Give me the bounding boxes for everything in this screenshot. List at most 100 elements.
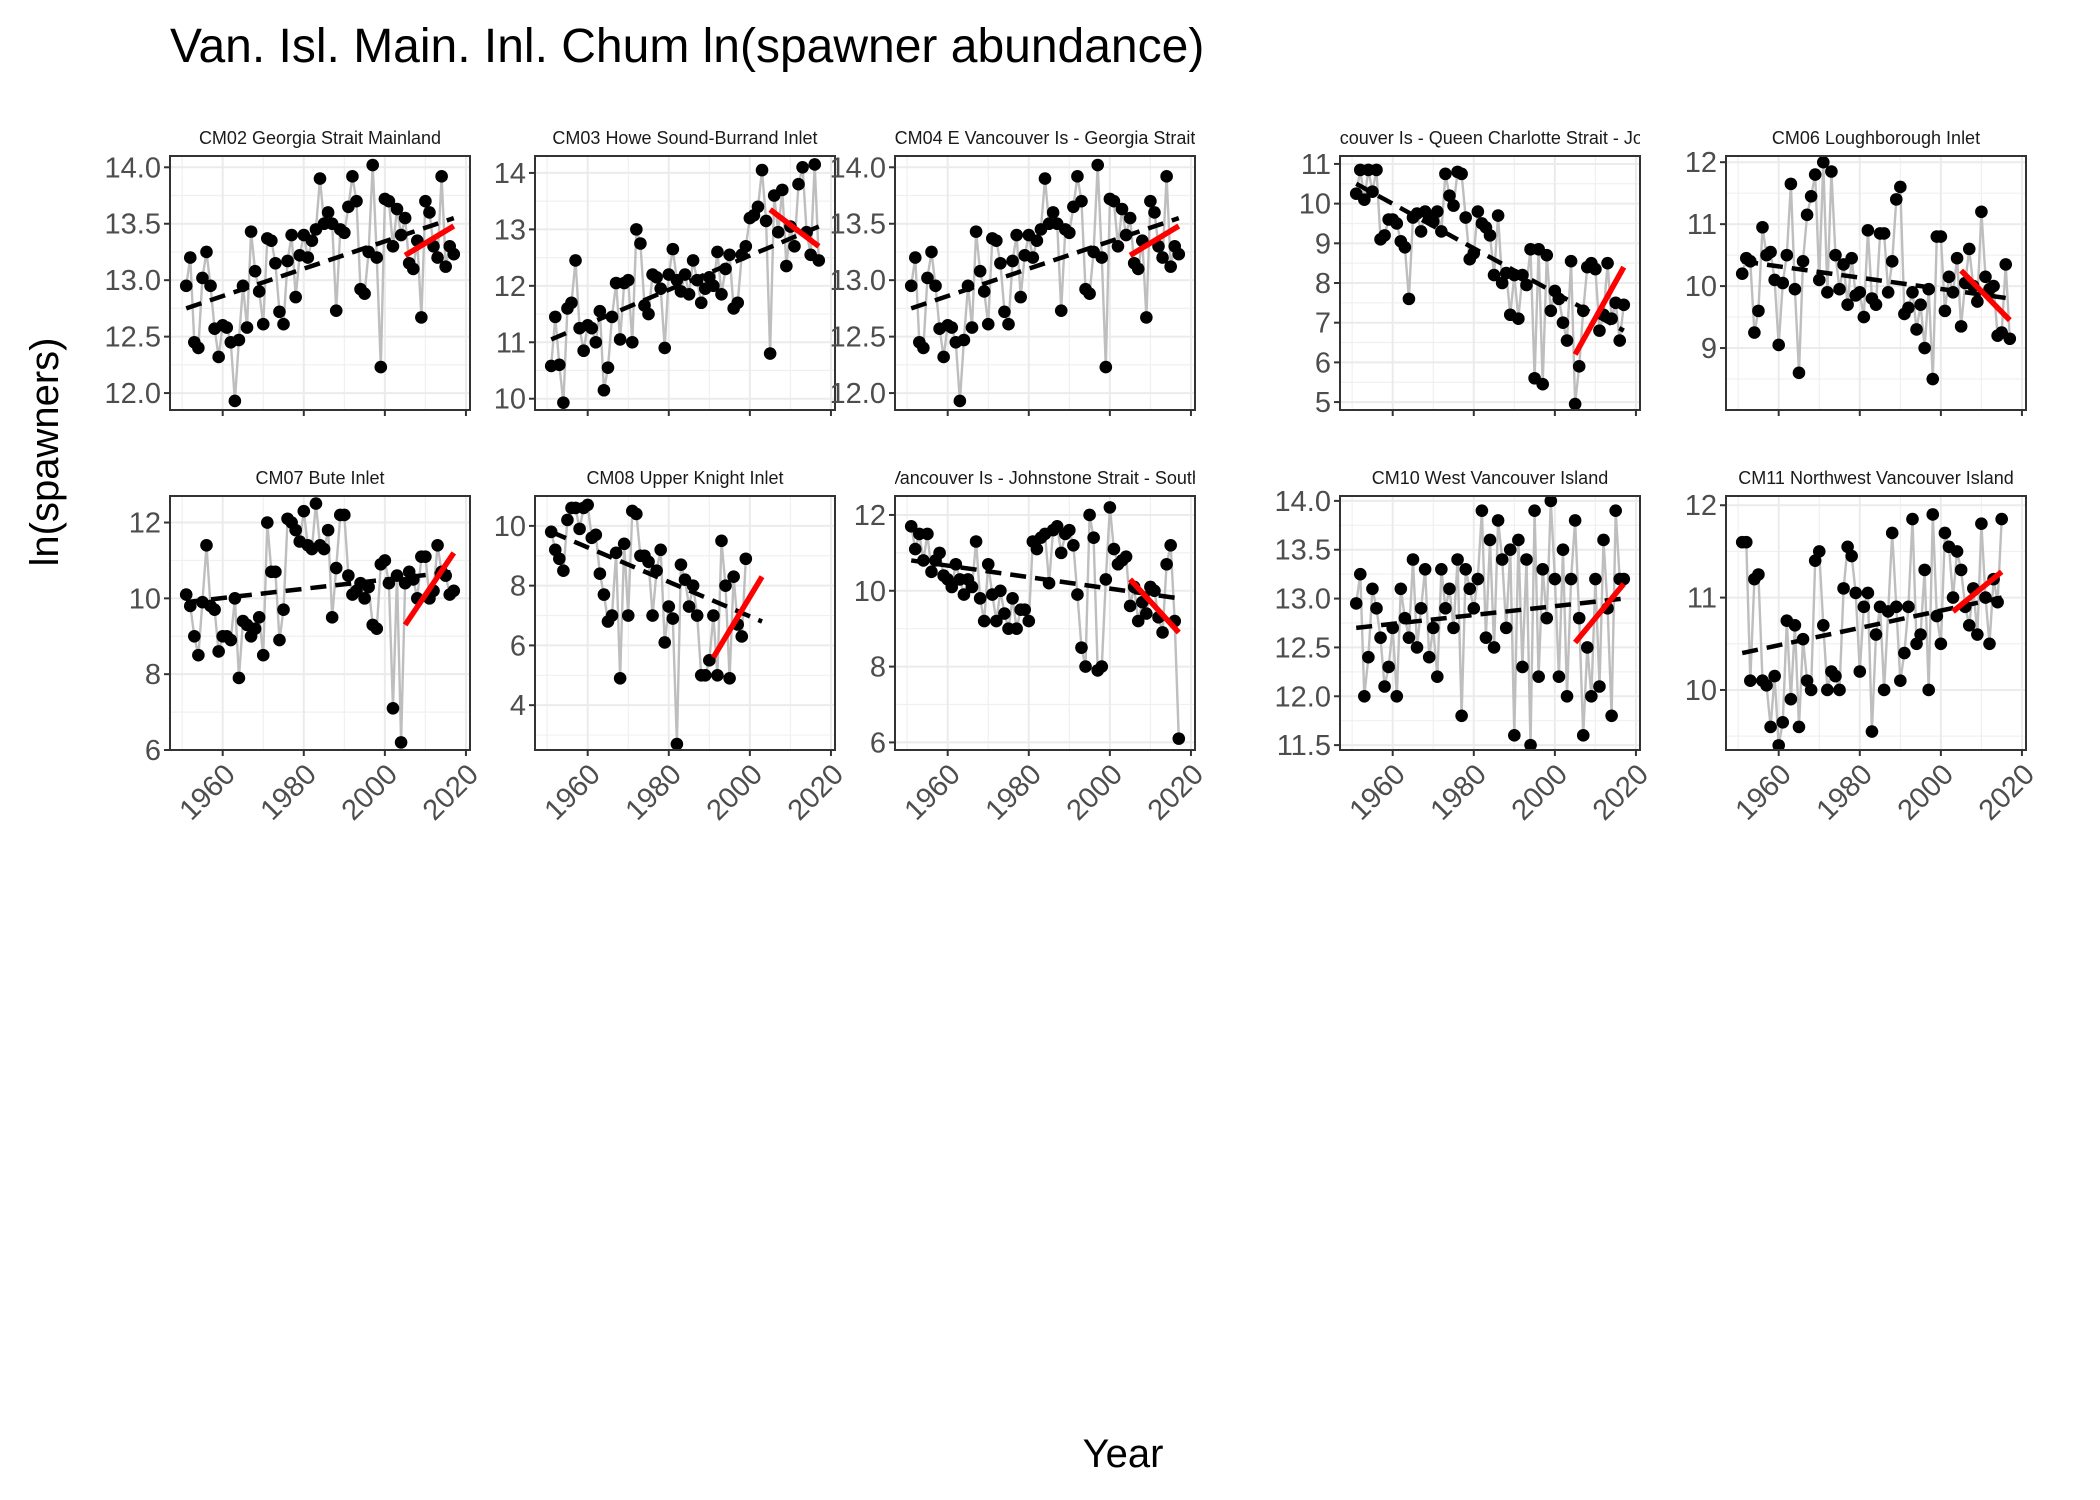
data-point	[1414, 602, 1428, 615]
data-point	[775, 183, 789, 197]
x-tick-label: 1960	[539, 758, 607, 826]
data-point	[273, 633, 286, 647]
data-point	[613, 333, 627, 346]
x-tick-label: 2000	[336, 758, 404, 826]
panel-strip-label: CM11 Northwest Vancouver Island	[1738, 468, 2013, 488]
trend-line-all-years	[910, 215, 1180, 311]
data-point	[646, 609, 659, 622]
data-point	[374, 360, 388, 374]
data-point	[1148, 584, 1161, 598]
data-point	[232, 671, 246, 685]
data-point	[682, 600, 696, 613]
data-point	[1926, 372, 1940, 386]
data-point	[1495, 276, 1509, 290]
data-point	[998, 607, 1011, 620]
data-point	[382, 194, 396, 208]
data-point	[1366, 582, 1379, 596]
data-point	[1804, 189, 1818, 203]
data-point	[431, 538, 444, 552]
y-tick-label: 12.0	[830, 378, 886, 410]
data-point	[957, 333, 971, 347]
data-point	[1889, 193, 1903, 206]
data-point	[1156, 626, 1169, 639]
data-point	[1954, 320, 1968, 333]
data-point	[1764, 245, 1777, 259]
data-point	[277, 603, 290, 617]
data-point	[1503, 543, 1517, 557]
data-point	[1906, 512, 1919, 526]
data-point	[1816, 156, 1830, 169]
data-point	[1556, 316, 1570, 329]
data-point	[1402, 292, 1416, 306]
data-point	[447, 247, 461, 261]
data-point	[386, 240, 400, 253]
data-point	[1572, 611, 1586, 625]
data-point	[1971, 295, 1984, 308]
panel-border	[534, 495, 836, 751]
data-point	[654, 543, 667, 557]
data-point	[1589, 262, 1602, 276]
data-point	[577, 344, 590, 358]
data-point	[711, 668, 724, 682]
x-tick-label: 2020	[1142, 758, 1210, 826]
data-point	[317, 542, 331, 556]
data-point	[1833, 282, 1846, 296]
data-point	[557, 564, 570, 578]
data-point	[1030, 542, 1044, 556]
data-point	[735, 630, 749, 643]
y-tick-label: 8	[145, 659, 161, 691]
data-point	[678, 268, 692, 281]
data-point	[269, 565, 282, 579]
data-point	[1512, 533, 1525, 547]
data-point	[329, 304, 343, 317]
y-tick-label: 11	[1687, 209, 1717, 241]
data-point	[1975, 517, 1988, 531]
data-point	[1560, 689, 1574, 703]
data-point	[240, 321, 254, 334]
data-point	[1926, 508, 1940, 521]
data-point	[731, 296, 745, 310]
y-tick-label: 10	[1685, 675, 1717, 707]
data-point	[1605, 709, 1618, 723]
data-point	[715, 287, 728, 301]
data-point	[256, 648, 270, 662]
data-point	[658, 341, 672, 355]
data-point	[1752, 568, 1765, 581]
data-point	[1857, 600, 1871, 614]
panel-plot	[1349, 163, 1631, 410]
data-point	[1894, 180, 1907, 194]
y-tick-label: 10	[854, 576, 886, 608]
data-point	[338, 508, 351, 522]
data-point	[1764, 720, 1777, 734]
data-point	[812, 254, 826, 267]
facet-panel: CM05 NE Vancouver Is - Queen Charlotte S…	[1299, 128, 1641, 419]
y-tick-label: 12	[854, 500, 886, 532]
data-point	[1564, 572, 1578, 586]
data-point	[748, 0, 761, 6]
data-point	[1362, 650, 1375, 664]
x-tick-label: 2000	[1506, 758, 1574, 826]
data-point	[1402, 631, 1416, 644]
data-point	[439, 260, 452, 273]
y-tick-label: 14	[494, 158, 526, 190]
trend-line-recent	[1951, 569, 2004, 614]
data-point	[1439, 602, 1452, 615]
data-point	[630, 223, 643, 236]
y-tick-label: 11.5	[1277, 730, 1331, 762]
data-point	[1568, 397, 1582, 410]
data-point	[378, 554, 392, 567]
data-point	[553, 358, 566, 372]
data-point	[1512, 312, 1525, 326]
panel-strip-label: CM09 SE Vancouver Is - Johnstone Strait …	[807, 468, 1283, 488]
data-point	[593, 567, 607, 580]
data-point	[1119, 550, 1133, 563]
data-point	[1083, 508, 1096, 522]
facet-panel: CM08 Upper Knight Inlet 4 6 8 10 1960 1980 2000…	[494, 0, 850, 827]
data-point	[1776, 715, 1790, 729]
data-point	[1954, 563, 1968, 577]
data-point	[394, 736, 408, 749]
data-point	[256, 317, 270, 331]
data-point	[1390, 689, 1404, 703]
data-point	[1999, 258, 2013, 271]
data-point	[1962, 242, 1976, 256]
